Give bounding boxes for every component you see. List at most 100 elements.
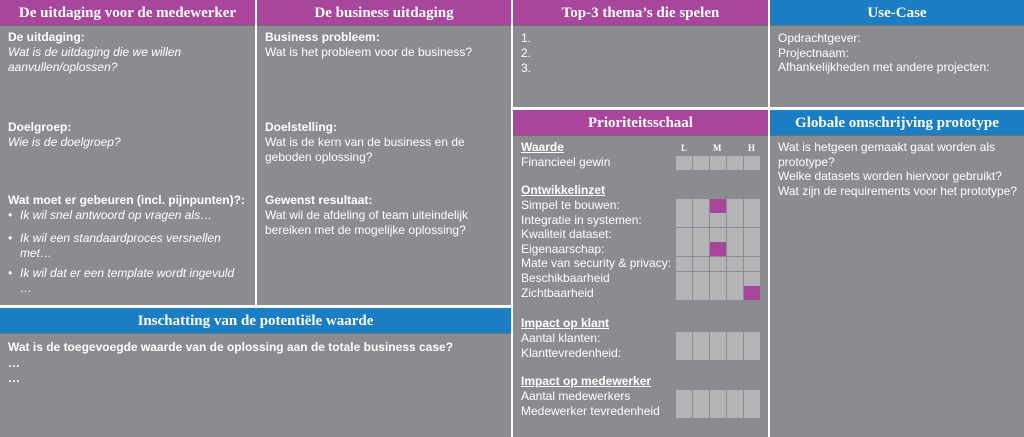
priority-rating-cell[interactable] <box>727 271 743 286</box>
priority-rating-cell[interactable] <box>693 198 709 213</box>
priority-rating-cell[interactable] <box>710 198 726 213</box>
priority-rating-cell[interactable] <box>676 404 692 419</box>
priority-rating-cell[interactable] <box>710 271 726 286</box>
potential-value-section: Wat is de toegevoegde waarde van de oplo… <box>8 340 508 387</box>
priority-rating-cell[interactable] <box>676 271 692 286</box>
priority-rating-cell[interactable] <box>710 155 726 170</box>
priority-rating-cell[interactable] <box>727 198 743 213</box>
priority-row-label: Integratie in systemen: <box>521 212 642 227</box>
priority-rating-cell[interactable] <box>693 213 709 228</box>
needs-list: Ik wil snel antwoord op vragen als… Ik w… <box>8 208 248 296</box>
priority-rating-cell[interactable] <box>710 331 726 346</box>
priority-rating-cell[interactable] <box>676 227 692 242</box>
priority-rating-cell[interactable] <box>744 404 760 419</box>
priority-rating-cell[interactable] <box>693 286 709 301</box>
priority-row-label: Kwaliteit dataset: <box>521 227 612 242</box>
priority-rating-cell[interactable] <box>693 331 709 346</box>
priority-rating-cell[interactable] <box>727 242 743 257</box>
challenge-section: De uitdaging: Wat is de uitdaging die we… <box>8 30 248 75</box>
priority-rating-cell[interactable] <box>693 227 709 242</box>
priority-rating-cell[interactable] <box>727 227 743 242</box>
priority-group-label: Waarde <box>521 140 564 154</box>
header-prototype: Globale omschrijving prototype <box>770 110 1024 136</box>
priority-rating-cell[interactable] <box>693 242 709 257</box>
priority-rating-cell[interactable] <box>744 227 760 242</box>
priority-row-label: Aantal medewerkers <box>521 389 631 403</box>
priority-rating-cell[interactable] <box>744 213 760 228</box>
priority-rating-cell[interactable] <box>744 155 760 170</box>
priority-rating-cell[interactable] <box>693 346 709 361</box>
priority-rating-cell[interactable] <box>710 286 726 301</box>
prototype-question: Wat is hetgeen gemaakt gaat worden als p… <box>778 140 996 169</box>
panel-prototype <box>770 110 1024 437</box>
priority-rating-cell[interactable] <box>710 242 726 257</box>
use-case-client: Opdrachtgever: <box>778 31 861 45</box>
priority-rating-cell[interactable] <box>744 271 760 286</box>
priority-rating-cell[interactable] <box>727 155 743 170</box>
priority-rating-row <box>676 213 760 228</box>
use-case-dependencies: Afhankelijkheden met andere projecten: <box>778 60 990 74</box>
priority-rating-cell[interactable] <box>744 346 760 361</box>
priority-rating-cell[interactable] <box>727 213 743 228</box>
priority-rating-cell[interactable] <box>676 286 692 301</box>
priority-rating-cell[interactable] <box>727 404 743 419</box>
priority-rating-cell[interactable] <box>693 256 709 271</box>
potential-value-question: Wat is de toegevoegde waarde van de oplo… <box>8 340 454 354</box>
priority-rating-cell[interactable] <box>710 404 726 419</box>
priority-rating-cell[interactable] <box>676 389 692 404</box>
priority-rating-cell[interactable] <box>727 331 743 346</box>
priority-rating-cell[interactable] <box>744 331 760 346</box>
priority-rating-cell[interactable] <box>676 346 692 361</box>
needs-section: Wat moet er gebeuren (incl. pijnpunten)?… <box>8 193 248 296</box>
top3-list: 1. 2. 3. <box>521 31 531 76</box>
priority-row-label: Medewerker tevredenheid <box>521 403 660 418</box>
priority-rating-cell[interactable] <box>710 227 726 242</box>
priority-rating-cell[interactable] <box>744 256 760 271</box>
priority-row-label: Simpel te bouwen: <box>521 198 620 212</box>
priority-rating-cell[interactable] <box>693 389 709 404</box>
business-problem-section: Business probleem: Wat is het probleem v… <box>265 30 505 60</box>
business-problem-label: Business probleem: <box>265 30 380 44</box>
target-group-label: Doelgroep: <box>8 120 72 134</box>
priority-rating-row <box>676 256 760 271</box>
priority-row-label: Zichtbaarheid <box>521 285 594 300</box>
priority-rating-cell[interactable] <box>676 213 692 228</box>
potential-value-line: … <box>8 371 20 385</box>
priority-rating-cell[interactable] <box>676 198 692 213</box>
priority-rating-cell[interactable] <box>676 256 692 271</box>
desired-result-label: Gewenst resultaat: <box>265 193 373 207</box>
objective-text: Wat is de kern van de business en de geb… <box>265 135 465 164</box>
priority-rating-cell[interactable] <box>744 286 760 301</box>
desired-result-text: Wat wil de afdeling of team uiteindelijk… <box>265 208 468 237</box>
priority-rating-cell[interactable] <box>676 242 692 257</box>
priority-rating-cell[interactable] <box>676 331 692 346</box>
priority-rating-cell[interactable] <box>676 155 692 170</box>
priority-rating-cell[interactable] <box>727 256 743 271</box>
priority-rating-cell[interactable] <box>710 256 726 271</box>
priority-rating-cell[interactable] <box>727 286 743 301</box>
priority-rating-cell[interactable] <box>744 389 760 404</box>
priority-rating-cell[interactable] <box>693 271 709 286</box>
top3-item: 1. <box>521 31 532 45</box>
challenge-text: Wat is de uitdaging die we willen aanvul… <box>8 45 182 74</box>
priority-rating-cell[interactable] <box>727 346 743 361</box>
needs-label: Wat moet er gebeuren (incl. pijnpunten)?… <box>8 193 245 207</box>
priority-rating-cell[interactable] <box>710 389 726 404</box>
header-potential-value: Inschatting van de potentiële waarde <box>0 308 511 334</box>
panel-business-challenge <box>257 0 511 305</box>
priority-rating-cell[interactable] <box>744 242 760 257</box>
priority-rating-row <box>676 346 760 361</box>
priority-rating-row <box>676 198 760 213</box>
scale-medium: M <box>713 143 722 153</box>
priority-rating-cell[interactable] <box>727 389 743 404</box>
priority-rating-row <box>676 155 760 170</box>
priority-rating-cell[interactable] <box>710 213 726 228</box>
top3-item: 2. <box>521 46 532 60</box>
priority-rating-cell[interactable] <box>710 346 726 361</box>
priority-rating-row <box>676 227 760 242</box>
priority-rating-cell[interactable] <box>693 404 709 419</box>
use-case-project-name: Projectnaam: <box>778 45 849 60</box>
scale-low: L <box>681 143 688 153</box>
priority-rating-cell[interactable] <box>693 155 709 170</box>
priority-rating-cell[interactable] <box>744 198 760 213</box>
